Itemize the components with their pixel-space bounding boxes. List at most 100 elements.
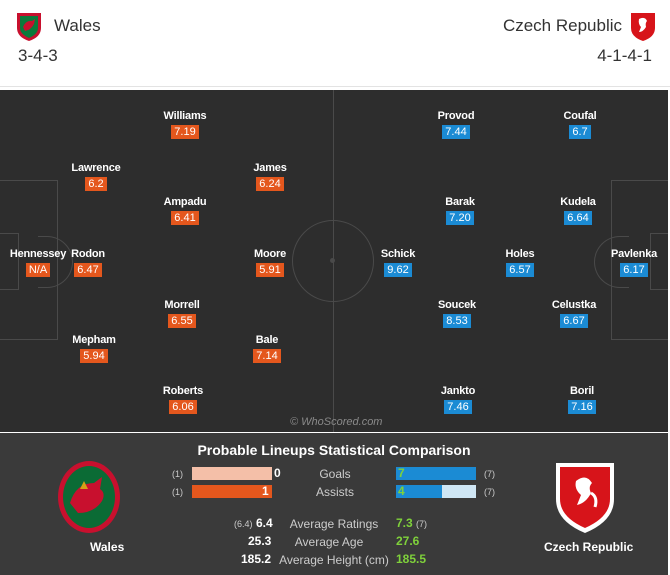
center-circle [292, 220, 374, 302]
home-player[interactable]: Hennessey N/A [3, 248, 73, 278]
player-name: James [253, 162, 287, 174]
assists-label: Assists [315, 485, 354, 499]
player-name: Morrell [164, 299, 200, 311]
player-rating: 6.55 [168, 314, 196, 328]
home-assists-prev: (1) [172, 487, 183, 497]
average-height-label: Average Height (cm) [279, 553, 389, 567]
away-player[interactable]: Pavlenka 6.17 [599, 248, 668, 278]
statistical-comparison: Probable Lineups Statistical Comparison … [0, 433, 668, 575]
match-header: Wales 3-4-3 Czech Republic 4-1-4-1 [0, 0, 670, 87]
player-name: Provod [437, 110, 475, 122]
away-player[interactable]: Celustka 6.67 [539, 299, 609, 329]
away-player[interactable]: Provod 7.44 [421, 110, 491, 140]
away-player[interactable]: Barak 7.20 [425, 196, 495, 226]
home-player[interactable]: Morrell 6.55 [147, 299, 217, 329]
player-rating: 5.94 [80, 349, 108, 363]
player-name: Barak [445, 196, 475, 208]
player-name: Roberts [162, 385, 204, 397]
player-rating: 6.7 [569, 125, 591, 139]
away-player[interactable]: Jankto 7.46 [423, 385, 493, 415]
player-rating: 6.47 [74, 263, 102, 277]
player-rating: 7.16 [568, 400, 596, 414]
home-player[interactable]: Bale 7.14 [232, 334, 302, 364]
player-name: Rodon [71, 248, 105, 260]
away-player[interactable]: Kudela 6.64 [543, 196, 613, 226]
home-player[interactable]: Williams 7.19 [150, 110, 220, 140]
away-player[interactable]: Boril 7.16 [547, 385, 617, 415]
player-rating: 6.67 [560, 314, 588, 328]
pitch: Williams 7.19 Lawrence 6.2 James 6.24 Ampad… [0, 90, 668, 432]
away-assists-fill [396, 485, 442, 498]
player-rating: 6.06 [169, 400, 197, 414]
home-player[interactable]: Ampadu 6.41 [150, 196, 220, 226]
away-goals-prev: (7) [484, 469, 495, 479]
player-rating: 7.46 [444, 400, 472, 414]
goals-label: Goals [319, 467, 351, 481]
wales-crest-icon [17, 13, 41, 41]
player-name: Hennessey [9, 248, 67, 260]
away-ratings-value: 7.3 [396, 516, 413, 530]
home-player[interactable]: Lawrence 6.2 [61, 162, 131, 192]
away-height-value: 185.5 [396, 552, 427, 566]
player-rating: 6.41 [171, 211, 199, 225]
away-six-yard-box [650, 233, 668, 290]
player-rating: N/A [25, 263, 51, 277]
player-rating: 6.64 [564, 211, 592, 225]
home-assists-fill [192, 485, 272, 498]
away-assists-bar [396, 485, 476, 498]
average-age-label: Average Age [294, 535, 364, 549]
away-assists-value: 4 [398, 484, 405, 498]
player-name: Lawrence [71, 162, 121, 174]
away-goals-fill [396, 467, 476, 480]
away-player[interactable]: Holes 6.57 [485, 248, 555, 278]
home-ratings-prev: (6.4) [234, 519, 253, 529]
player-name: Kudela [560, 196, 596, 208]
player-name: Pavlenka [610, 248, 658, 260]
away-ratings-prev: (7) [416, 519, 427, 529]
player-rating: 6.17 [620, 263, 648, 277]
home-player[interactable]: Rodon 6.47 [53, 248, 123, 278]
away-formation: 4-1-4-1 [597, 46, 652, 65]
whoscored-watermark: © WhoScored.com [290, 416, 383, 428]
player-name: Holes [505, 248, 535, 260]
away-team-name[interactable]: Czech Republic [502, 16, 622, 35]
player-name: Jankto [440, 385, 476, 397]
player-name: Williams [163, 110, 207, 122]
player-name: Moore [253, 248, 286, 260]
away-player[interactable]: Soucek 8.53 [422, 299, 492, 329]
player-rating: 7.14 [253, 349, 281, 363]
wales-crest-icon [58, 461, 120, 533]
player-name: Schick [380, 248, 416, 260]
away-player[interactable]: Coufal 6.7 [545, 110, 615, 140]
away-assists-prev: (7) [484, 487, 495, 497]
player-name: Soucek [438, 299, 476, 311]
player-rating: 7.44 [442, 125, 470, 139]
home-player[interactable]: Moore 5.91 [235, 248, 305, 278]
czech-crest-icon [631, 13, 655, 41]
player-rating: 7.20 [446, 211, 474, 225]
player-rating: 6.57 [506, 263, 534, 277]
home-player[interactable]: Mepham 5.94 [59, 334, 129, 364]
home-assists-value: 1 [262, 484, 269, 498]
player-rating: 6.24 [256, 177, 284, 191]
home-formation: 3-4-3 [18, 46, 58, 65]
home-height-value: 185.2 [241, 552, 272, 566]
player-name: Coufal [563, 110, 597, 122]
home-ratings-value: 6.4 [256, 516, 273, 530]
home-team-name[interactable]: Wales [54, 16, 101, 35]
comparison-away-team: Czech Republic [544, 540, 634, 554]
player-name: Ampadu [163, 196, 207, 208]
away-goals-value: 7 [398, 466, 405, 480]
home-player[interactable]: Roberts 6.06 [148, 385, 218, 415]
comparison-title: Probable Lineups Statistical Comparison [197, 442, 471, 458]
away-player[interactable]: Schick 9.62 [363, 248, 433, 278]
center-spot [330, 258, 335, 263]
player-rating: 6.2 [85, 177, 107, 191]
away-goals-bar [396, 467, 476, 480]
average-ratings-label: Average Ratings [289, 517, 379, 531]
home-goals-prev: (1) [172, 469, 183, 479]
home-assists-bar [192, 485, 272, 498]
player-name: Mepham [72, 334, 116, 346]
player-rating: 8.53 [443, 314, 471, 328]
home-player[interactable]: James 6.24 [235, 162, 305, 192]
